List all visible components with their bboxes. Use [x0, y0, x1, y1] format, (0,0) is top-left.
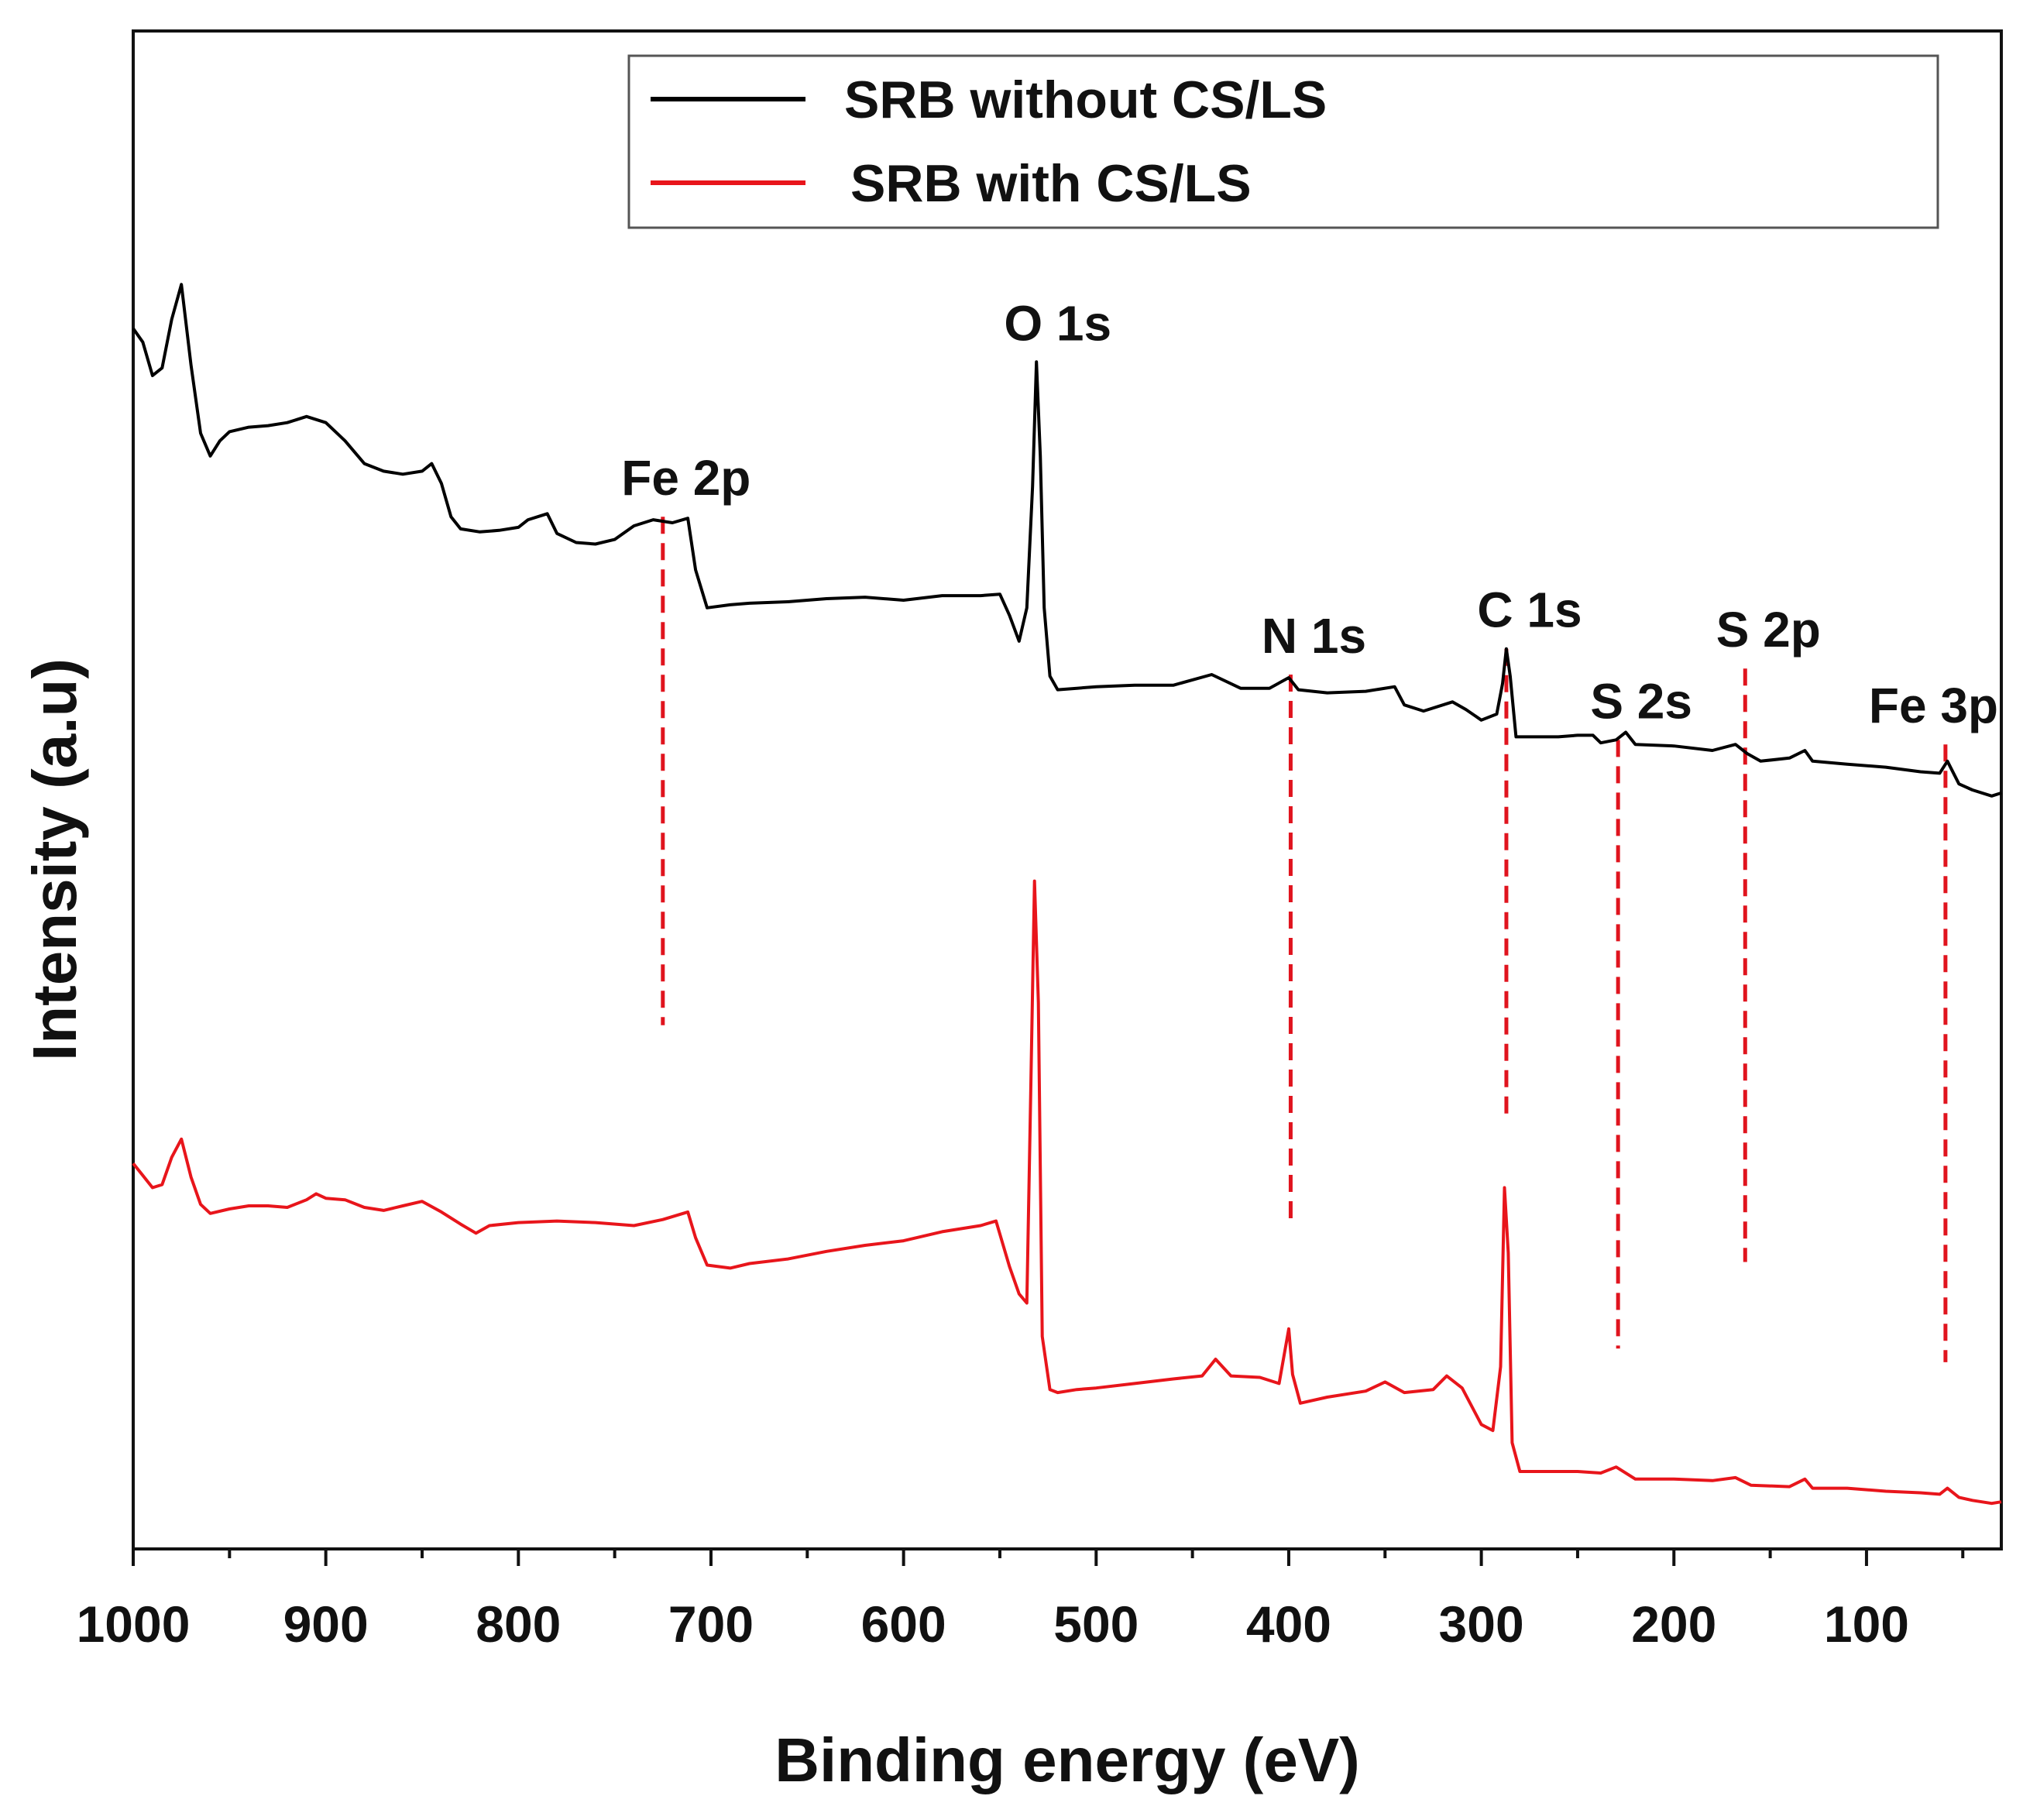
series-line-without	[132, 283, 2002, 798]
peak-label-fe-3p: Fe 3p	[1869, 678, 1998, 733]
x-tick-label-300: 300	[1439, 1595, 1524, 1653]
x-tick-label-500: 500	[1053, 1595, 1139, 1653]
x-axis-ticks: 1000 900 800 700 600 500 400 300 200 100	[77, 1549, 1965, 1653]
peak-label-s-2s: S 2s	[1590, 673, 1692, 729]
peak-label-n-1s: N 1s	[1262, 608, 1366, 664]
y-axis-label: Intensity (a.u)	[20, 658, 89, 1061]
peak-marker-group	[661, 517, 1948, 1362]
peak-label-c-1s: C 1s	[1477, 582, 1582, 638]
peak-label-fe-2p: Fe 2p	[621, 450, 750, 506]
legend: SRB without CS/LS SRB with CS/LS	[627, 54, 1939, 229]
plot-frame	[132, 29, 2003, 1550]
peak-label-group: Fe 2p O 1s N 1s C 1sS 2s S 2p Fe 3p	[621, 295, 1998, 733]
x-tick-label-1000: 1000	[77, 1595, 191, 1653]
series-group	[132, 283, 2002, 1506]
series-line-with	[132, 879, 2002, 1506]
legend-label-without: SRB without CS/LS	[844, 70, 1327, 129]
x-axis-label: Binding energy (eV)	[775, 1726, 1360, 1794]
x-tick-label-900: 900	[283, 1595, 369, 1653]
x-tick-label-100: 100	[1824, 1595, 1909, 1653]
x-tick-label-700: 700	[668, 1595, 754, 1653]
x-tick-label-400: 400	[1246, 1595, 1331, 1653]
x-tick-label-800: 800	[476, 1595, 561, 1653]
plot-area	[132, 29, 2003, 1550]
peak-label-s-2p: S 2p	[1716, 602, 1821, 658]
x-tick-label-200: 200	[1631, 1595, 1716, 1653]
peak-label-o-1s: O 1s	[1004, 295, 1111, 351]
legend-box	[627, 54, 1939, 229]
x-tick-label-600: 600	[861, 1595, 946, 1653]
legend-label-with: SRB with CS/LS	[850, 154, 1252, 213]
